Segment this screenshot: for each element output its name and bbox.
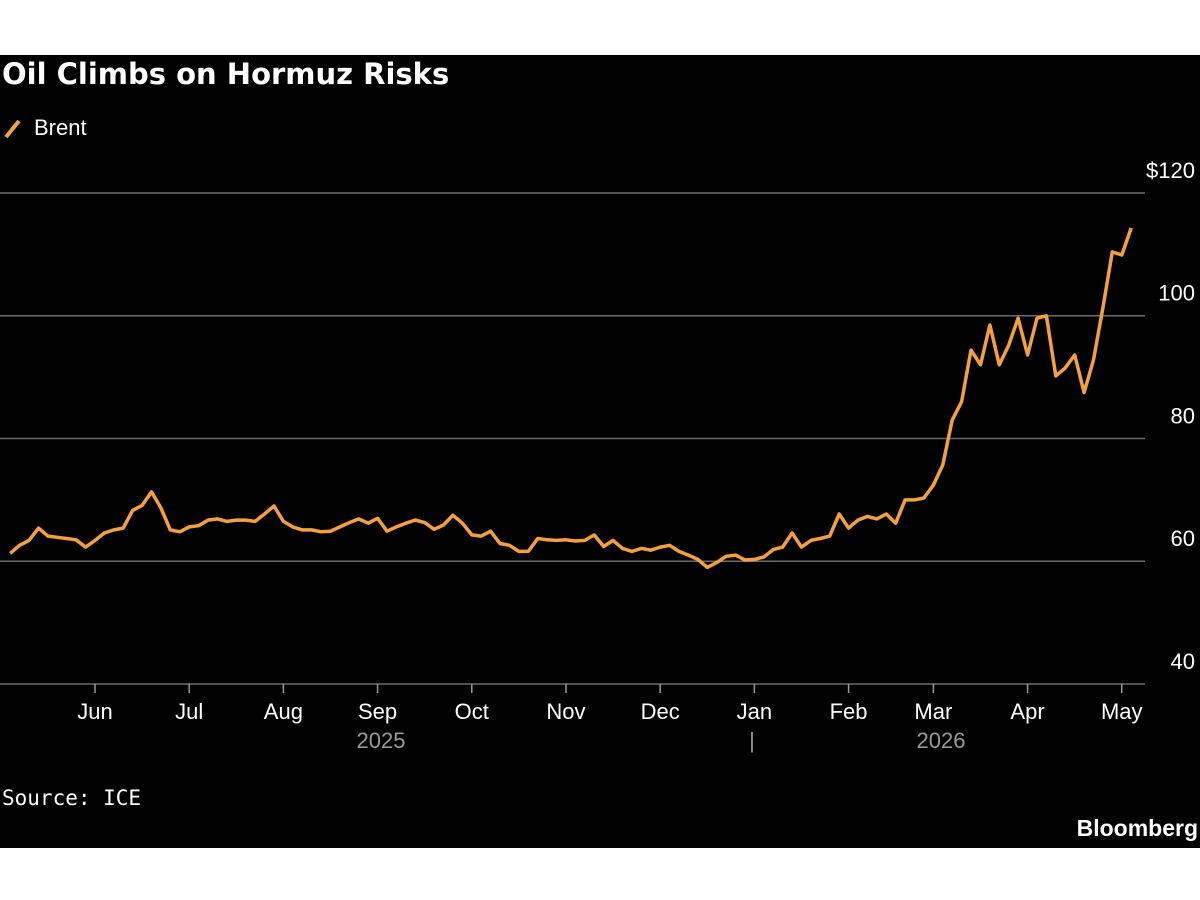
x-tick-label: Oct bbox=[455, 699, 489, 724]
x-tick-label: Dec bbox=[641, 699, 680, 724]
x-tick-label: Aug bbox=[264, 699, 303, 724]
y-tick-label: 40 bbox=[1171, 649, 1195, 674]
x-tick-label: Sep bbox=[358, 699, 397, 724]
x-tick-label: Jun bbox=[77, 699, 112, 724]
x-tick-label: May bbox=[1101, 699, 1143, 724]
x-tick-label: Apr bbox=[1010, 699, 1044, 724]
y-tick-label: 80 bbox=[1171, 403, 1195, 428]
source: Source: ICE bbox=[2, 786, 141, 810]
year-label: 2025 bbox=[357, 728, 406, 753]
x-tick-label: Nov bbox=[546, 699, 585, 724]
year-label: 2026 bbox=[917, 728, 966, 753]
y-tick-label: $120 bbox=[1146, 158, 1195, 183]
y-tick-label: 100 bbox=[1158, 281, 1195, 306]
line-series bbox=[9, 227, 1133, 570]
x-tick-label: Feb bbox=[830, 699, 868, 724]
legend-swatch bbox=[4, 119, 21, 139]
year-separator: | bbox=[749, 728, 755, 753]
x-tick-label: Jan bbox=[737, 699, 772, 724]
chart-background bbox=[0, 55, 1200, 848]
legend-label: Brent bbox=[34, 115, 87, 140]
chart-title: Oil Climbs on Hormuz Risks bbox=[2, 57, 449, 91]
x-tick-label: Mar bbox=[914, 699, 952, 724]
brand: Bloomberg bbox=[1077, 815, 1198, 841]
y-tick-label: 60 bbox=[1171, 526, 1195, 551]
x-tick-label: Jul bbox=[175, 699, 203, 724]
